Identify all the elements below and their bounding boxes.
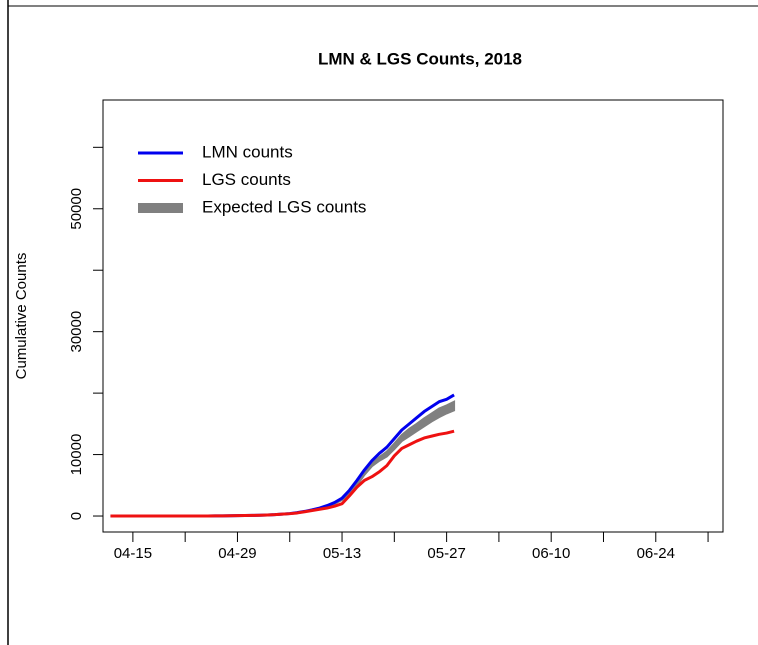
x-tick-label: 05-13	[323, 545, 361, 562]
y-tick-label: 30000	[68, 311, 85, 353]
legend-label: Expected LGS counts	[202, 197, 366, 216]
series-line	[110, 393, 455, 518]
expected-band	[110, 400, 456, 518]
x-tick-label: 04-15	[114, 545, 152, 562]
legend-label: LMN counts	[202, 142, 293, 161]
legend-label: LGS counts	[202, 170, 291, 189]
x-tick-label: 06-10	[532, 545, 570, 562]
y-axis-label: Cumulative Counts	[13, 253, 30, 380]
y-tick-label: 0	[68, 512, 85, 520]
series-line	[110, 429, 455, 518]
x-tick-label: 05-27	[427, 545, 465, 562]
y-tick-label: 50000	[68, 188, 85, 230]
y-tick-label: 10000	[68, 434, 85, 476]
plot-box	[102, 99, 724, 533]
x-tick-label: 04-29	[218, 545, 256, 562]
chart-title: LMN & LGS Counts, 2018	[318, 49, 522, 68]
x-tick-label: 06-24	[637, 545, 675, 562]
